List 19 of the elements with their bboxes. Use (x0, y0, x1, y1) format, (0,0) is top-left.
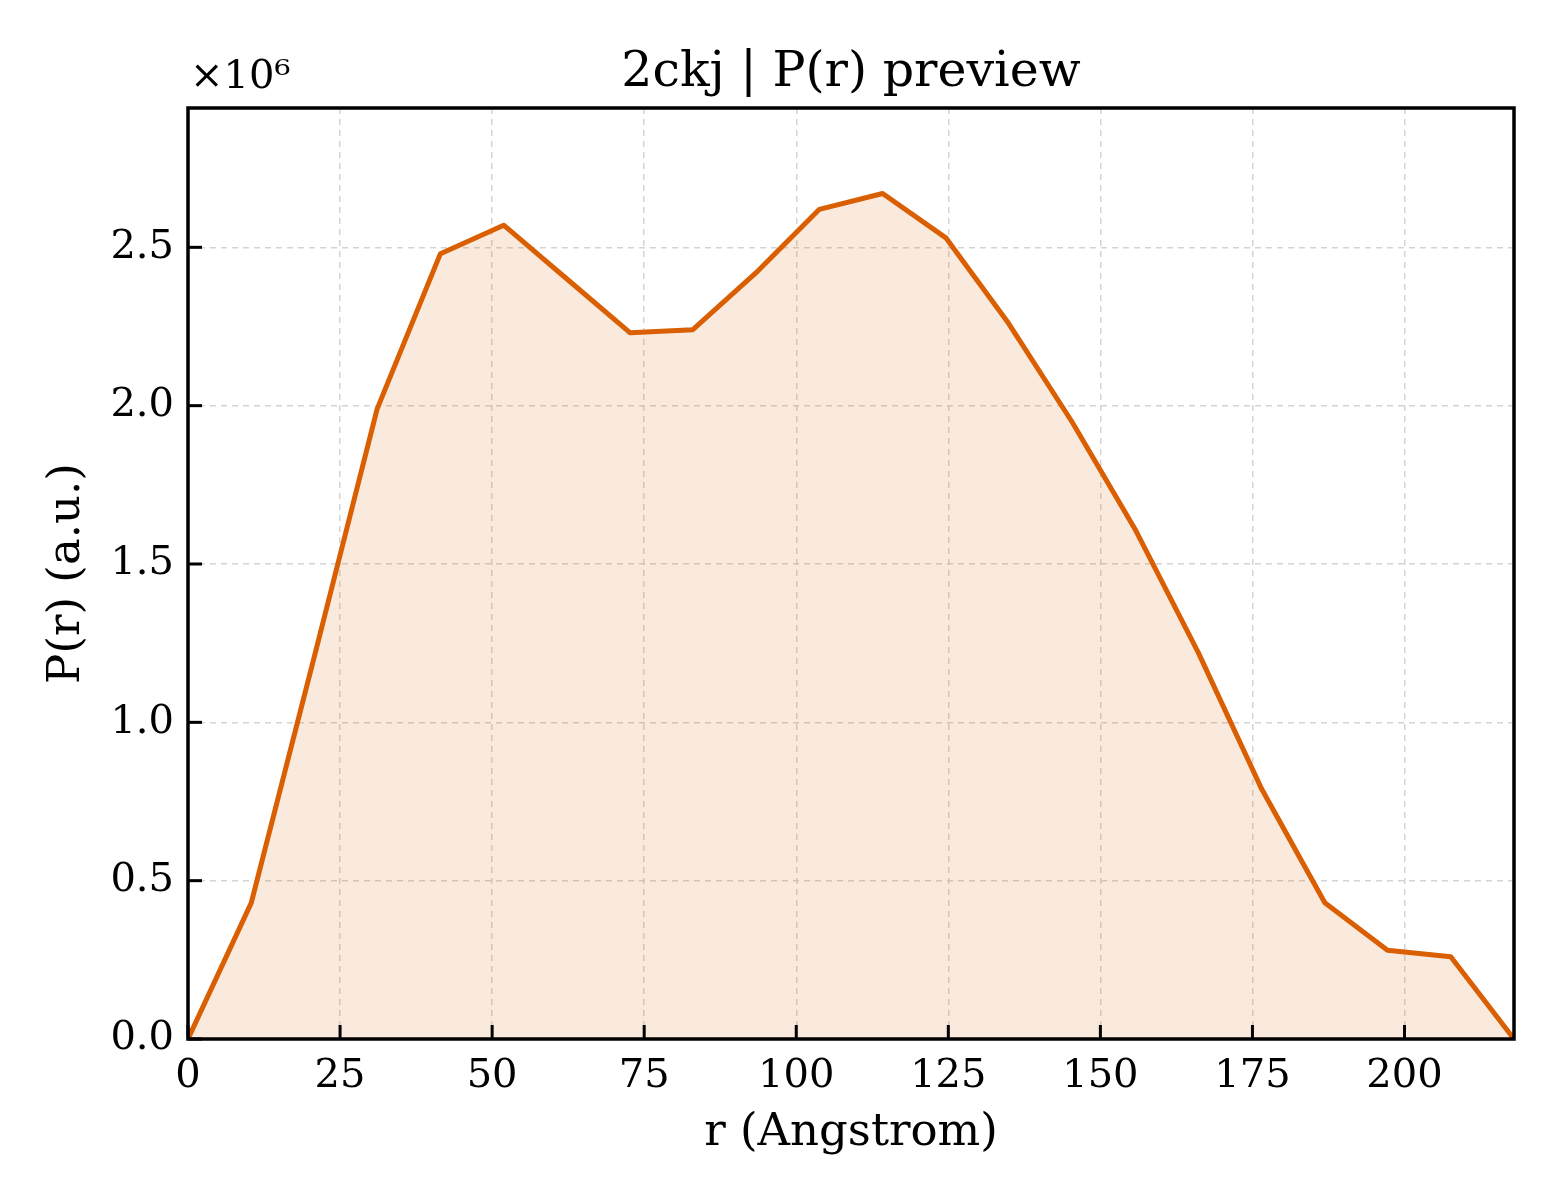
x-tick-label: 50 (466, 1050, 518, 1097)
y-tick-label: 2.5 (110, 220, 174, 267)
y-tick-label: 1.5 (110, 537, 174, 584)
x-tick-label: 0 (175, 1050, 201, 1097)
x-tick-label: 100 (758, 1050, 835, 1097)
text: ×10⁶ (190, 51, 291, 98)
x-tick-label: 25 (314, 1050, 366, 1097)
y-tick-label: 0.5 (110, 854, 174, 901)
x-tick-label: 125 (910, 1050, 987, 1097)
y-tick-label: 2.0 (110, 379, 174, 426)
chart-title: 2ckj | P(r) preview (621, 41, 1081, 98)
x-tick-label: 175 (1214, 1050, 1291, 1097)
x-tick-label: 75 (618, 1050, 670, 1097)
y-axis-title: P(r) (a.u.) (36, 463, 90, 684)
x-axis-title: r (Angstrom) (704, 1102, 998, 1156)
x-tick-label: 150 (1062, 1050, 1139, 1097)
y-tick-label: 1.0 (110, 695, 174, 742)
y-tick-label: 0.0 (110, 1012, 174, 1059)
x-tick-label: 200 (1366, 1050, 1443, 1097)
